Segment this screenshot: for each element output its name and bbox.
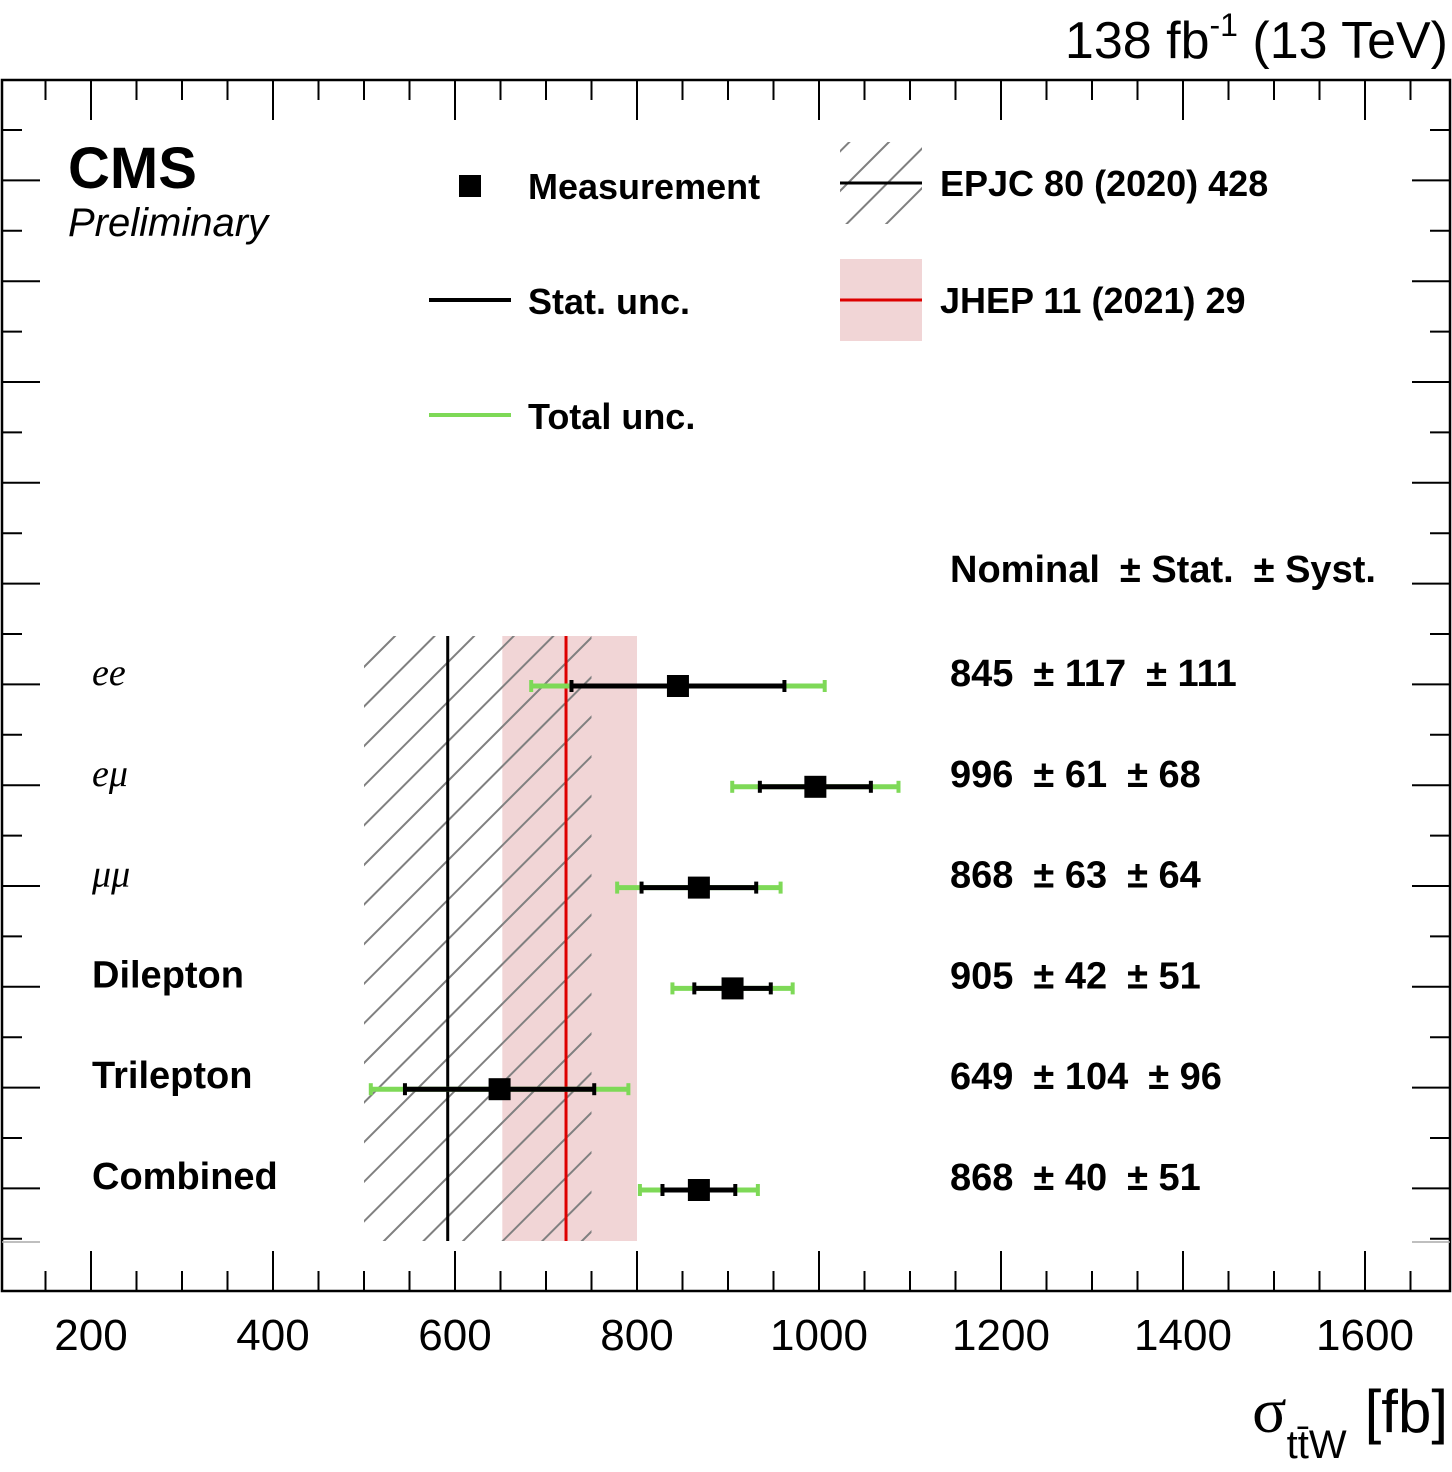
legend-measurement-label: Measurement: [528, 166, 760, 207]
row-label: Trilepton: [92, 1055, 252, 1097]
legend-theory2-label: JHEP 11 (2021) 29: [940, 280, 1246, 321]
row-values: 996 ± 61 ± 68: [950, 754, 1201, 796]
x-tick-label: 800: [600, 1311, 673, 1360]
row-values: 845 ± 117 ± 111: [950, 653, 1237, 695]
legend-stat-label: Stat. unc.: [528, 281, 690, 322]
x-tick-label: 400: [236, 1311, 309, 1360]
row-values: 868 ± 40 ± 51: [950, 1157, 1201, 1199]
x-tick-label: 600: [418, 1311, 491, 1360]
measurement-marker: [488, 1078, 511, 1101]
legend-total-label: Total unc.: [528, 396, 695, 437]
x-tick-label: 1200: [952, 1311, 1050, 1360]
experiment-label: CMS: [68, 136, 197, 201]
row-values: 649 ± 104 ± 96: [950, 1056, 1222, 1098]
measurement-marker: [804, 775, 827, 798]
row-label: μμ: [91, 854, 130, 896]
theory1-hatch: [364, 636, 592, 1241]
measurement-row: Trilepton 649 ± 104 ± 96: [92, 1055, 1222, 1101]
x-tick-label: 200: [54, 1311, 127, 1360]
x-tick-label: 1600: [1316, 1311, 1414, 1360]
theory-predictions: [364, 636, 637, 1241]
measurement-row: ee 845 ± 117 ± 111: [92, 652, 1237, 697]
measurement-row: Combined 868 ± 40 ± 51: [92, 1156, 1201, 1201]
measurement-rows: ee 845 ± 117 ± 111 eμ 996 ± 61 ± 68 μμ 868 ± 63 ± 6…: [91, 652, 1237, 1201]
measurement-marker: [687, 876, 710, 899]
measurement-marker: [687, 1179, 710, 1201]
x-tick-label: 1400: [1134, 1311, 1232, 1360]
x-tick-labels: 200 400 600 800 1000 1200 1400 1600: [54, 1311, 1414, 1360]
legend-measurement-marker: [459, 175, 481, 197]
status-label: Preliminary: [68, 201, 271, 245]
measurement-row: Dilepton 905 ± 42 ± 51: [92, 954, 1201, 1000]
x-axis-title: σtt̄W [fb]: [1252, 1375, 1448, 1467]
row-label: Combined: [92, 1156, 278, 1198]
plot-frame: [0, 78, 1452, 1293]
row-label: eμ: [92, 753, 128, 795]
x-tick-label: 1000: [770, 1311, 868, 1360]
measurement-row: eμ 996 ± 61 ± 68: [92, 753, 1201, 798]
axis-ticks: [2, 80, 1450, 1291]
measurement-row: μμ 868 ± 63 ± 64: [91, 854, 1201, 899]
measurement-marker: [666, 675, 689, 697]
measurement-marker: [721, 977, 744, 1000]
table-header: Nominal ± Stat. ± Syst.: [950, 549, 1376, 591]
legend: Measurement Stat. unc. Total unc. EPJC 8…: [429, 142, 1268, 437]
legend-theory1-label: EPJC 80 (2020) 428: [940, 163, 1268, 204]
row-label: ee: [92, 652, 126, 694]
row-values: 868 ± 63 ± 64: [950, 855, 1201, 897]
row-values: 905 ± 42 ± 51: [950, 955, 1201, 997]
lumi-label: 138 fb-1 (13 TeV): [1065, 7, 1448, 70]
row-label: Dilepton: [92, 954, 244, 996]
